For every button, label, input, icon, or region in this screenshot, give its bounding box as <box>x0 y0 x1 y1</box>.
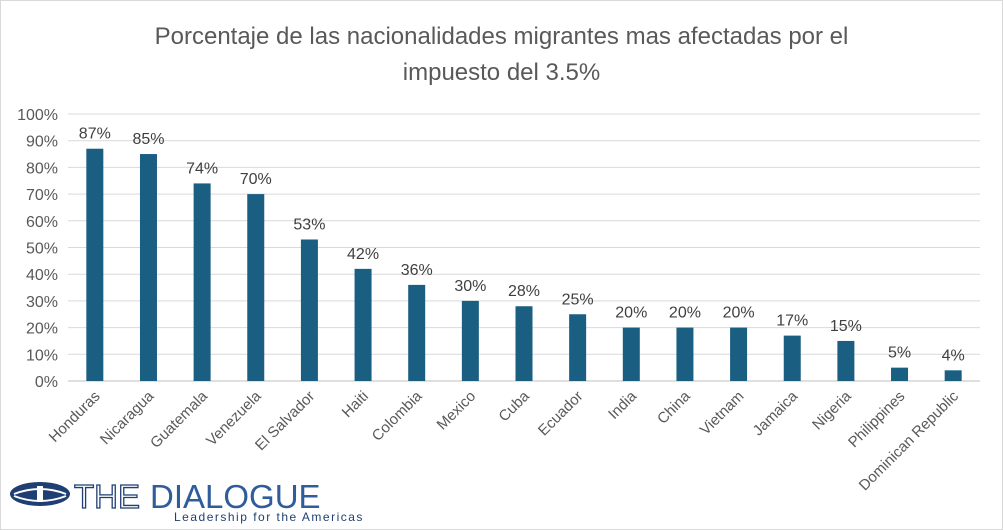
data-label: 74% <box>186 160 218 177</box>
data-label: 70% <box>240 171 272 188</box>
y-tick-label: 10% <box>26 347 58 364</box>
logo-the-word: THE <box>74 478 140 515</box>
bar <box>569 314 587 381</box>
bar <box>354 268 372 381</box>
x-tick-label: Nigeria <box>809 387 855 433</box>
bar <box>730 327 748 381</box>
x-tick-label: Dominican Republic <box>856 387 963 494</box>
data-label: 25% <box>562 291 594 308</box>
data-label: 36% <box>401 262 433 279</box>
bar <box>408 284 426 381</box>
data-label: 28% <box>508 283 540 300</box>
y-tick-label: 70% <box>26 187 58 204</box>
x-tick-label: India <box>605 387 640 422</box>
the-dialogue-logo: THE DIALOGUE <box>10 478 321 516</box>
x-tick-label: Haiti <box>339 388 372 421</box>
x-tick-label: China <box>654 387 694 427</box>
bar <box>300 239 318 381</box>
x-tick-label: Guatemala <box>147 387 211 451</box>
y-tick-label: 0% <box>35 374 58 391</box>
data-label: 20% <box>615 305 647 322</box>
x-tick-label: Ecuador <box>535 388 587 440</box>
y-tick-label: 40% <box>26 267 58 284</box>
x-tick-label: Honduras <box>46 388 104 446</box>
data-label: 85% <box>132 131 164 148</box>
chart-title-line-1: Porcentaje de las nacionalidades migrant… <box>154 23 849 50</box>
logo-tagline: Leadership for the Americas <box>174 510 364 524</box>
x-tick-label: Mexico <box>434 388 480 434</box>
bar <box>515 306 533 381</box>
dialogue-globe-icon <box>10 482 70 506</box>
y-tick-label: 60% <box>26 214 58 231</box>
bar <box>622 327 640 381</box>
data-label: 53% <box>293 216 325 233</box>
chart-title-line-2: impuesto del 3.5% <box>402 59 601 86</box>
x-tick-label: Jamaica <box>750 387 802 439</box>
data-label: 20% <box>669 305 701 322</box>
bar <box>461 300 479 381</box>
bar <box>139 154 157 381</box>
y-tick-label: 20% <box>26 321 58 338</box>
data-label: 17% <box>776 313 808 330</box>
data-label: 4% <box>942 347 965 364</box>
y-tick-label: 100% <box>17 107 58 124</box>
y-tick-label: 50% <box>26 241 58 258</box>
logo-dialogue-word: DIALOGUE <box>150 478 321 515</box>
bar <box>247 194 265 381</box>
y-tick-label: 80% <box>26 160 58 177</box>
bar <box>86 148 104 381</box>
data-label: 87% <box>79 126 111 143</box>
x-tick-label: Colombia <box>369 387 426 444</box>
y-tick-label: 30% <box>26 294 58 311</box>
data-label: 30% <box>454 278 486 295</box>
x-tick-label: Cuba <box>495 387 533 425</box>
data-label: 15% <box>830 318 862 335</box>
bar <box>944 370 962 381</box>
x-tick-label: Vietnam <box>697 388 748 439</box>
bar <box>837 340 855 381</box>
y-tick-label: 90% <box>26 134 58 151</box>
data-label: 20% <box>723 305 755 322</box>
bar <box>783 335 801 381</box>
bar <box>676 327 694 381</box>
data-label: 5% <box>888 345 911 362</box>
bar <box>193 183 211 381</box>
bar <box>891 367 909 381</box>
data-label: 42% <box>347 246 379 263</box>
